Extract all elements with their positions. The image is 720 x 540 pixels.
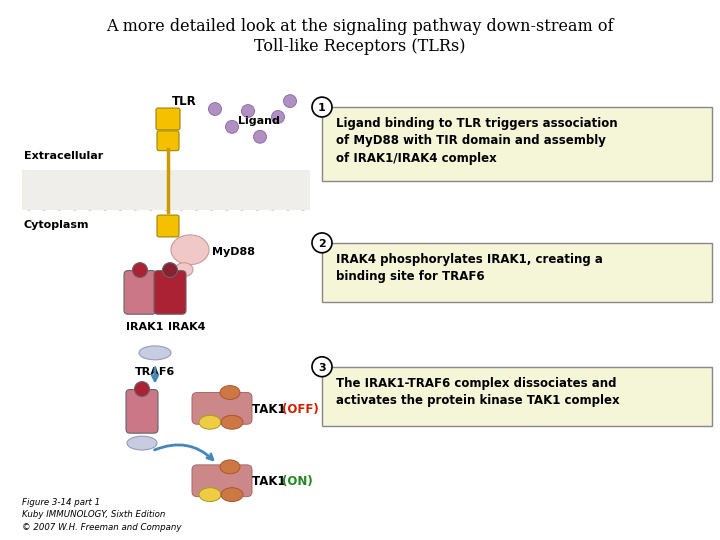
Text: IRAK4 phosphorylates IRAK1, creating a
binding site for TRAF6: IRAK4 phosphorylates IRAK1, creating a b…: [336, 253, 603, 284]
Text: Ligand: Ligand: [238, 116, 280, 126]
Ellipse shape: [298, 200, 308, 210]
Ellipse shape: [284, 94, 297, 107]
Ellipse shape: [268, 200, 277, 210]
Text: TLR: TLR: [172, 95, 197, 108]
Ellipse shape: [139, 346, 171, 360]
Ellipse shape: [132, 262, 148, 278]
Text: Figure 3-14 part 1
Kuby IMMUNOLOGY, Sixth Edition
© 2007 W.H. Freeman and Compan: Figure 3-14 part 1 Kuby IMMUNOLOGY, Sixt…: [22, 497, 181, 531]
Ellipse shape: [237, 171, 247, 180]
Text: Extracellular: Extracellular: [24, 151, 103, 160]
Ellipse shape: [55, 171, 64, 180]
Ellipse shape: [100, 171, 110, 180]
Text: IRAK4: IRAK4: [168, 322, 205, 332]
Ellipse shape: [70, 200, 80, 210]
Ellipse shape: [55, 200, 64, 210]
FancyBboxPatch shape: [157, 215, 179, 237]
Ellipse shape: [146, 200, 156, 210]
Ellipse shape: [220, 460, 240, 474]
Ellipse shape: [225, 120, 238, 133]
FancyBboxPatch shape: [156, 108, 180, 130]
FancyBboxPatch shape: [124, 271, 156, 314]
Text: 1: 1: [318, 103, 326, 113]
Bar: [322, 367, 712, 426]
Ellipse shape: [130, 171, 140, 180]
Ellipse shape: [135, 382, 150, 396]
Ellipse shape: [161, 200, 171, 210]
Text: A more detailed look at the signaling pathway down-stream of: A more detailed look at the signaling pa…: [107, 18, 613, 35]
Ellipse shape: [222, 200, 232, 210]
FancyBboxPatch shape: [157, 131, 179, 151]
Ellipse shape: [199, 415, 221, 429]
Ellipse shape: [70, 171, 80, 180]
Text: Toll-like Receptors (TLRs): Toll-like Receptors (TLRs): [254, 38, 466, 55]
Ellipse shape: [176, 200, 186, 210]
Ellipse shape: [115, 200, 125, 210]
FancyBboxPatch shape: [126, 389, 158, 433]
Ellipse shape: [283, 200, 292, 210]
Ellipse shape: [176, 171, 186, 180]
Text: 2: 2: [318, 239, 326, 249]
Ellipse shape: [222, 171, 232, 180]
FancyBboxPatch shape: [154, 271, 186, 314]
Text: Ligand binding to TLR triggers association
of MyD88 with TIR domain and assembly: Ligand binding to TLR triggers associati…: [336, 117, 618, 165]
Ellipse shape: [171, 235, 209, 265]
Ellipse shape: [146, 171, 156, 180]
Ellipse shape: [85, 200, 95, 210]
Text: MyD88: MyD88: [212, 247, 255, 257]
Ellipse shape: [199, 488, 221, 502]
Text: 3: 3: [318, 363, 326, 373]
Ellipse shape: [161, 171, 171, 180]
Ellipse shape: [127, 436, 157, 450]
Ellipse shape: [40, 171, 49, 180]
Ellipse shape: [24, 171, 34, 180]
Ellipse shape: [130, 200, 140, 210]
Ellipse shape: [100, 200, 110, 210]
Ellipse shape: [115, 171, 125, 180]
Text: TRAF6: TRAF6: [135, 367, 175, 377]
Ellipse shape: [192, 200, 202, 210]
Bar: [22, 171, 310, 210]
Text: The IRAK1-TRAF6 complex dissociates and
activates the protein kinase TAK1 comple: The IRAK1-TRAF6 complex dissociates and …: [336, 377, 620, 407]
Bar: [322, 243, 712, 302]
Ellipse shape: [85, 171, 95, 180]
Ellipse shape: [40, 200, 49, 210]
Text: TAK1: TAK1: [252, 475, 289, 488]
Ellipse shape: [253, 130, 266, 143]
Ellipse shape: [207, 200, 217, 210]
Ellipse shape: [192, 171, 202, 180]
Ellipse shape: [220, 386, 240, 400]
Ellipse shape: [163, 262, 178, 278]
FancyBboxPatch shape: [192, 393, 252, 424]
Ellipse shape: [237, 200, 247, 210]
Text: (OFF): (OFF): [282, 403, 319, 416]
Text: Cytoplasm: Cytoplasm: [24, 220, 89, 230]
Ellipse shape: [312, 357, 332, 377]
Ellipse shape: [312, 233, 332, 253]
Bar: [322, 107, 712, 181]
Ellipse shape: [209, 103, 222, 116]
Ellipse shape: [221, 488, 243, 502]
Ellipse shape: [298, 171, 308, 180]
Ellipse shape: [241, 105, 254, 118]
Ellipse shape: [175, 262, 193, 276]
Ellipse shape: [24, 200, 34, 210]
Ellipse shape: [271, 111, 284, 124]
Ellipse shape: [221, 415, 243, 429]
Ellipse shape: [268, 171, 277, 180]
Text: IRAK1: IRAK1: [126, 322, 163, 332]
Ellipse shape: [207, 171, 217, 180]
Ellipse shape: [253, 200, 262, 210]
Ellipse shape: [283, 171, 292, 180]
Ellipse shape: [312, 97, 332, 117]
Text: (ON): (ON): [282, 475, 312, 488]
FancyBboxPatch shape: [192, 465, 252, 497]
Text: TAK1: TAK1: [252, 403, 289, 416]
Ellipse shape: [253, 171, 262, 180]
